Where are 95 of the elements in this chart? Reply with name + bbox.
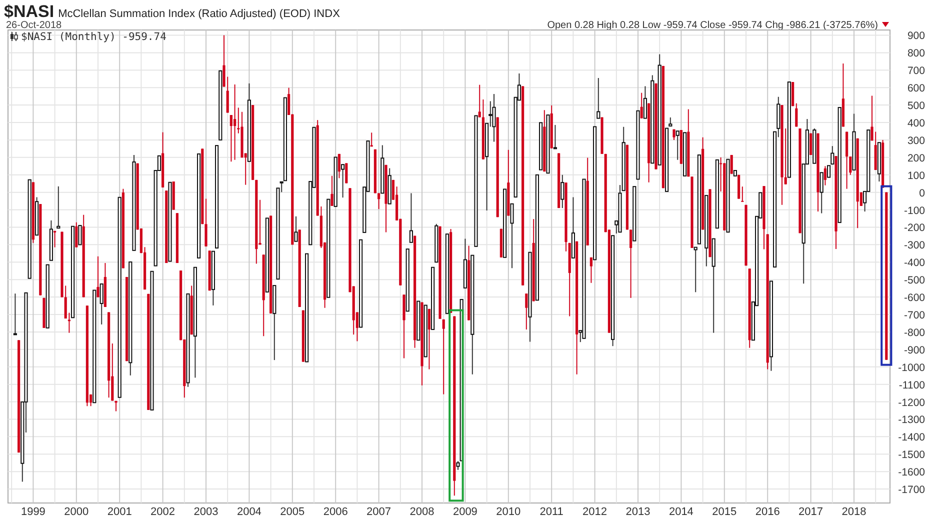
candlestick xyxy=(478,84,481,118)
candlestick xyxy=(370,132,373,148)
x-tick-label: 2001 xyxy=(107,506,132,518)
y-tick-label: 500 xyxy=(907,100,926,112)
candlestick xyxy=(870,95,874,142)
y-tick-label: -100 xyxy=(904,204,926,217)
x-tick-label: 2005 xyxy=(280,506,305,518)
x-tick-label: 2017 xyxy=(798,506,824,518)
candlestick xyxy=(553,124,557,150)
y-tick-label: -1700 xyxy=(898,484,926,496)
candlestick xyxy=(810,132,812,156)
y-tick-label: -200 xyxy=(904,222,926,234)
candlestick xyxy=(596,78,600,119)
candlestick xyxy=(738,174,740,200)
candlestick xyxy=(741,186,744,202)
y-tick-label: -1100 xyxy=(898,379,926,392)
y-tick-label: -300 xyxy=(904,240,926,252)
candlestick xyxy=(630,229,632,298)
y-tick-label: 400 xyxy=(907,118,926,130)
candlestick xyxy=(730,154,733,174)
y-tick-label: -1500 xyxy=(898,449,926,462)
candlestick xyxy=(75,222,78,248)
y-tick-label: 900 xyxy=(907,30,926,42)
candlestick xyxy=(54,230,56,248)
candlestick xyxy=(676,130,680,160)
x-tick-label: 2011 xyxy=(540,506,564,518)
x-tick-label: 2006 xyxy=(323,506,348,518)
candlestick xyxy=(525,293,528,330)
candlestick xyxy=(643,86,647,119)
candlestick xyxy=(492,94,496,142)
candlestick xyxy=(590,256,592,284)
candlestick xyxy=(694,246,698,293)
x-tick-label: 2007 xyxy=(366,506,392,518)
candlestick xyxy=(204,198,208,247)
candlestick xyxy=(795,102,798,128)
chart-subtitle: 26-Oct-2018 xyxy=(6,20,62,31)
y-tick-label: -800 xyxy=(904,326,926,339)
y-tick-label: -1200 xyxy=(898,396,926,409)
candlestick xyxy=(222,34,226,88)
y-tick-label: 0 xyxy=(919,187,926,200)
x-tick-label: 2012 xyxy=(582,506,608,518)
candlestick xyxy=(560,174,564,209)
x-tick-label: 2004 xyxy=(236,506,262,518)
y-tick-label: -400 xyxy=(904,257,926,270)
annotation: $NASI (Monthly) -959.74 xyxy=(21,31,166,43)
candlestick xyxy=(640,92,643,119)
x-tick-label: 2008 xyxy=(410,506,434,518)
annotation: Open 0.28 High 0.28 Low -959.74 Close -959.74 Chg -986.21 (-3725.76%) xyxy=(547,20,878,31)
x-tick-label: 2009 xyxy=(452,506,478,518)
candlestick xyxy=(409,192,413,243)
y-tick-label: -600 xyxy=(904,292,926,304)
candlestick xyxy=(96,256,100,298)
candlestick xyxy=(830,146,834,165)
x-tick-label: 2018 xyxy=(842,506,866,518)
x-tick-label: 2015 xyxy=(712,506,737,518)
x-tick-label: 2014 xyxy=(668,506,694,518)
candlestick xyxy=(234,84,236,160)
y-tick-label: -1000 xyxy=(898,362,926,374)
x-tick-label: 2000 xyxy=(64,506,89,518)
candlestick xyxy=(510,203,514,269)
x-tick-label: 2010 xyxy=(496,506,521,518)
candlestick xyxy=(56,186,60,229)
chart-title: $NASI McClellan Summation Index (Ratio Adjusted) (EOD) INDX xyxy=(4,2,341,21)
y-tick-label: -1600 xyxy=(898,466,926,479)
y-tick-label: 800 xyxy=(907,48,926,60)
x-tick-label: 2003 xyxy=(194,506,218,518)
x-tick-label: 2002 xyxy=(150,506,176,518)
candlestick xyxy=(341,164,345,198)
candlestick xyxy=(345,162,348,184)
y-tick-label: 300 xyxy=(907,134,926,147)
y-tick-label: -1400 xyxy=(898,432,926,444)
candlestick xyxy=(338,153,340,179)
candlestick xyxy=(78,224,82,246)
candlestick xyxy=(13,293,17,336)
candlestick xyxy=(824,166,826,186)
y-tick-label: -700 xyxy=(904,310,926,322)
candlestick xyxy=(230,114,232,162)
y-tick-label: 100 xyxy=(907,170,926,182)
candlestick xyxy=(100,283,104,325)
y-tick-label: -900 xyxy=(904,344,926,356)
y-tick-label: -1300 xyxy=(898,414,926,426)
y-tick-label: 200 xyxy=(907,152,926,164)
candlestick xyxy=(330,175,334,206)
candlestick xyxy=(442,318,445,395)
x-tick-label: 2016 xyxy=(755,506,780,518)
y-tick-label: -500 xyxy=(904,274,926,287)
candlestick xyxy=(428,308,430,370)
candlestick xyxy=(294,216,298,242)
candlestick xyxy=(820,172,824,214)
candlestick xyxy=(827,165,831,178)
x-tick-label: 2013 xyxy=(626,506,650,518)
y-tick-label: 600 xyxy=(907,82,926,95)
candlestick xyxy=(378,192,380,210)
x-tick-label: 1999 xyxy=(20,506,46,518)
y-tick-label: 700 xyxy=(907,65,926,78)
